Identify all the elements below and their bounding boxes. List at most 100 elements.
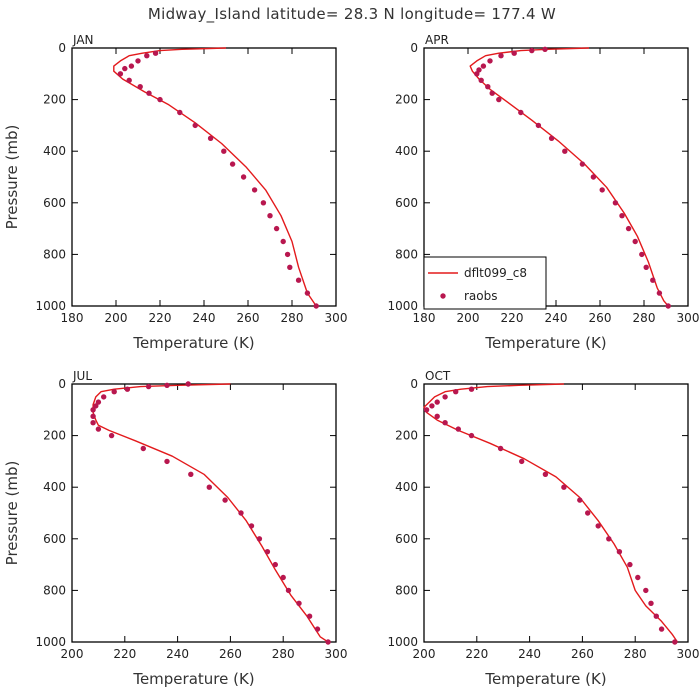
panel-apr-raobs-point (656, 290, 663, 296)
panel-oct-x-tick-label: 300 (677, 647, 700, 661)
panel-apr-raobs-point (562, 148, 568, 154)
panel-oct-raobs-point (616, 549, 623, 555)
panel-jan-raobs-point (146, 90, 152, 96)
panel-jan-raobs-point (135, 58, 141, 64)
panel-oct-raobs-point (455, 426, 461, 432)
panel-jan-raobs-point (287, 264, 293, 270)
panel-jul-raobs-point (111, 389, 117, 395)
panel-oct-x-tick-label: 280 (624, 647, 647, 661)
panel-apr-raobs-point (485, 84, 491, 90)
panel-jan-y-tick-label: 200 (43, 93, 66, 107)
panel-jul-model-line (92, 383, 329, 643)
panel-apr-raobs-point (590, 174, 597, 180)
panel-jul-raobs-point (264, 549, 271, 555)
panel-jul-raobs-point (206, 484, 212, 490)
panel-jul-raobs-point (285, 587, 292, 594)
panel-jul-raobs-point (93, 403, 99, 409)
panel-jan-raobs-point (122, 65, 128, 72)
panel-oct-x-tick-label: 200 (413, 647, 436, 661)
panel-jan-raobs-point (304, 290, 311, 296)
panel-oct-raobs-point (434, 399, 440, 405)
panel-jan-raobs-point (152, 50, 159, 56)
panel-jan-raobs-point (251, 187, 258, 193)
panel-apr-raobs-point (579, 161, 586, 167)
panel-jan-raobs-point (229, 161, 236, 167)
panel-jul-x-tick-label: 300 (325, 647, 348, 661)
panel-jul-raobs-point (95, 399, 102, 405)
panel-apr-raobs-point (489, 90, 495, 96)
panel-jan-x-tick-label: 300 (325, 311, 348, 325)
panel-apr-x-tick-label: 180 (413, 311, 436, 325)
panel-jan-raobs-point (126, 77, 132, 84)
panel-jan-raobs-point (284, 251, 291, 258)
panel-jan-x-tick-label: 240 (193, 311, 216, 325)
panel-apr-raobs-point (612, 200, 619, 206)
panel-jul-raobs-point (248, 523, 255, 529)
panel-apr-raobs-point (478, 77, 484, 84)
panel-jul-x-axis-label: Temperature (K) (132, 670, 254, 688)
panel-apr-x-tick-label: 280 (633, 311, 656, 325)
panel-apr-x-tick-label: 240 (545, 311, 568, 325)
panel-apr-raobs-point (650, 277, 656, 283)
panel-jan-raobs-point (221, 148, 227, 154)
panel-jul-x-tick-label: 260 (219, 647, 242, 661)
panel-jan-y-tick-label: 800 (43, 247, 66, 261)
panel-oct-raobs-point (434, 413, 440, 419)
panel-apr-x-tick-label: 260 (589, 311, 612, 325)
panel-apr-raobs-point (599, 187, 605, 193)
panel-oct-raobs-point (542, 471, 549, 477)
panel-jan-raobs-point (267, 213, 273, 219)
panel-oct-raobs-point (442, 394, 448, 400)
panel-jul-y-tick-label: 400 (43, 480, 66, 494)
panel-oct-y-tick-label: 800 (395, 583, 418, 597)
panel-apr-raobs-point (496, 96, 502, 103)
panel-oct-raobs-point (585, 510, 591, 516)
panel-apr-raobs-point (643, 264, 649, 270)
panel-oct-raobs-point (627, 561, 633, 568)
panel-jul-raobs-point (124, 386, 131, 392)
panel-oct-raobs-point (672, 639, 678, 645)
panel-apr-y-tick-label: 600 (395, 196, 418, 210)
panel-jan-y-tick-label: 0 (58, 41, 66, 55)
panel-oct-x-axis-label: Temperature (K) (484, 670, 606, 688)
panel-oct-raobs-point (595, 523, 601, 529)
panel-jul-raobs-point (256, 536, 263, 542)
panel-jul-raobs-point (185, 381, 191, 387)
panel-jul-raobs-point (280, 574, 286, 581)
panel-jan-raobs-point (157, 96, 163, 103)
legend-box (423, 256, 547, 310)
panel-apr-raobs-point (542, 46, 548, 52)
panel-jan-x-tick-label: 220 (149, 311, 172, 325)
panel-jan-raobs-point (192, 122, 198, 129)
panel-jan-raobs-point (280, 238, 286, 245)
panel-oct-x-tick-label: 240 (518, 647, 541, 661)
panel-jul-y-tick-label: 200 (43, 429, 66, 443)
panel-apr-y-tick-label: 1000 (387, 299, 418, 313)
legend-raobs-label: raobs (464, 289, 498, 303)
panel-jan-y-tick-label: 400 (43, 144, 66, 158)
panel-jul-raobs-point (296, 600, 302, 606)
panel-oct-raobs-point (648, 600, 654, 606)
panel-apr-raobs-point (632, 238, 638, 245)
panel-oct-raobs-point (453, 389, 459, 395)
panel-oct-y-tick-label: 1000 (387, 635, 418, 649)
panel-jul-raobs-point (108, 432, 115, 439)
panel-oct-raobs-point (468, 386, 475, 392)
panel-apr-raobs-point (474, 71, 480, 77)
panel-oct-raobs-point (635, 574, 641, 581)
panel-jul-x-tick-label: 240 (166, 647, 189, 661)
panel-oct-raobs-point (423, 407, 430, 413)
panel-oct-x-tick-label: 260 (571, 647, 594, 661)
panel-jan-raobs-point (137, 84, 143, 90)
panel-jan-raobs-point (313, 303, 319, 309)
panel-apr-raobs-point (487, 58, 493, 64)
panel-jul-raobs-point (314, 626, 321, 632)
panel-jan-frame (71, 47, 337, 307)
panel-apr-raobs-point (548, 135, 555, 141)
panel-jan-raobs-point (117, 71, 124, 77)
panel-jan-model-line (113, 47, 317, 307)
panel-jul-raobs-point (238, 510, 244, 516)
panel-apr-raobs-point (535, 122, 542, 129)
panel-oct-panel-label: OCT (425, 369, 451, 383)
